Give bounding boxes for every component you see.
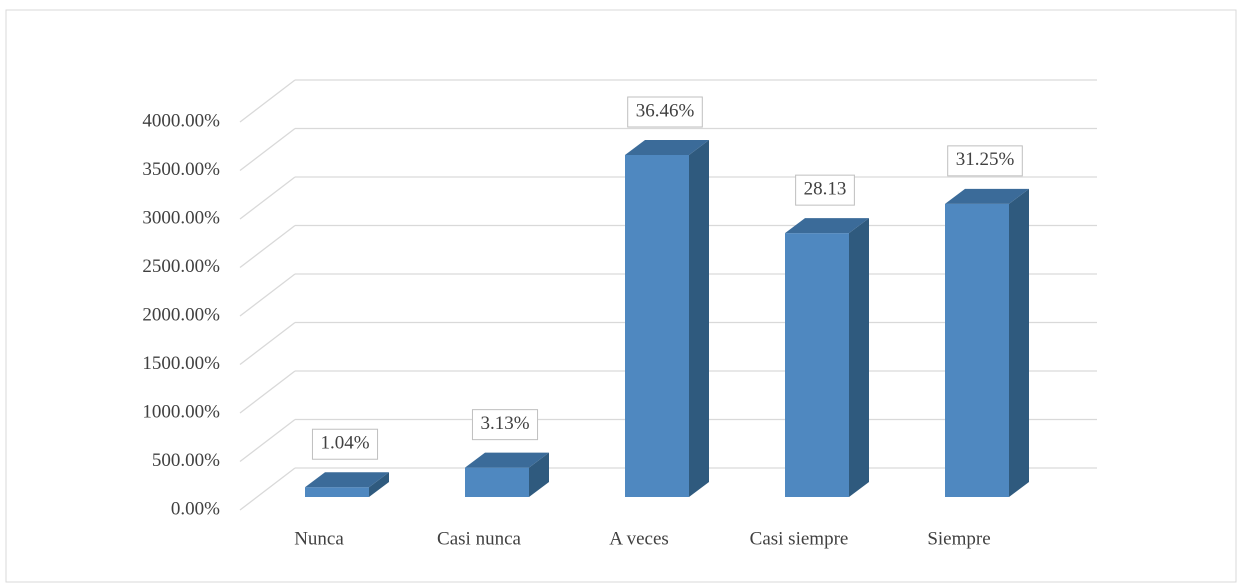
data-label-box xyxy=(311,428,379,460)
grid-line-side xyxy=(239,176,296,220)
data-label: 31.25% xyxy=(956,149,1015,170)
grid-line-side xyxy=(239,370,296,414)
x-tick-label: Siempre xyxy=(927,528,990,549)
bar-side xyxy=(689,140,709,497)
bar-top xyxy=(945,188,1029,204)
bar xyxy=(625,155,689,497)
bar xyxy=(465,467,529,497)
grid-line-side xyxy=(239,79,296,123)
grid-line-side xyxy=(239,127,296,172)
bar-side xyxy=(529,452,549,497)
data-label: 28.13 xyxy=(804,178,847,199)
y-tick-label: 2000.00% xyxy=(142,304,220,325)
y-tick-label: 3000.00% xyxy=(142,207,220,228)
y-tick-label: 2500.00% xyxy=(142,256,220,277)
bar-top xyxy=(305,472,389,488)
bar-top xyxy=(785,218,869,234)
bar xyxy=(785,233,849,497)
grid-line-side xyxy=(239,467,296,511)
y-tick-label: 3500.00% xyxy=(142,159,220,180)
bar-side xyxy=(849,218,869,497)
data-label-box xyxy=(795,174,855,206)
y-tick-label: 500.00% xyxy=(152,450,220,471)
data-label: 3.13% xyxy=(480,413,529,434)
bar-side xyxy=(369,472,389,497)
grid-line-side xyxy=(239,224,296,269)
bar-top xyxy=(625,140,709,155)
y-tick-label: 1500.00% xyxy=(142,353,220,374)
y-tick-label: 0.00% xyxy=(171,498,220,519)
bar xyxy=(945,203,1009,497)
x-tick-label: A veces xyxy=(609,528,669,549)
bar-side xyxy=(1009,188,1029,497)
data-label: 1.04% xyxy=(320,433,369,454)
bar-top xyxy=(465,452,549,468)
x-tick-label: Casi nunca xyxy=(437,528,521,549)
y-tick-label: 4000.00% xyxy=(142,110,220,131)
data-label: 36.46% xyxy=(636,100,695,121)
chart-border xyxy=(5,9,1237,583)
x-tick-label: Casi siempre xyxy=(750,528,849,549)
grid-line-side xyxy=(239,321,296,366)
data-label-box xyxy=(947,145,1023,177)
x-tick-label: Nunca xyxy=(294,528,344,549)
y-tick-label: 1000.00% xyxy=(142,401,220,422)
data-label-box xyxy=(627,96,703,128)
data-label-box xyxy=(471,409,539,441)
bar xyxy=(305,487,369,497)
grid-line-side xyxy=(239,418,296,463)
grid-line-side xyxy=(239,273,296,317)
